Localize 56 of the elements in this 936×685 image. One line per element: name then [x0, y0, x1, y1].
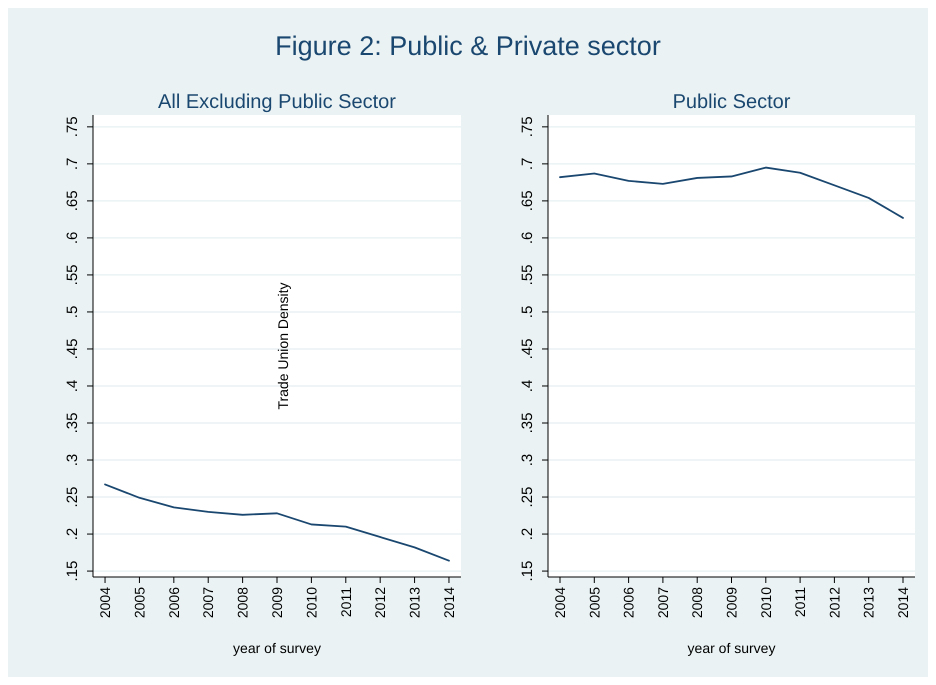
x-tick-label: 2005	[131, 586, 148, 618]
y-tick-label: .7	[519, 158, 536, 170]
y-tick-label: .35	[64, 412, 81, 434]
y-tick-label: .4	[519, 380, 536, 392]
y-tick-label: .2	[519, 528, 536, 540]
x-axis-title: year of survey	[233, 640, 321, 656]
y-tick-label: .2	[64, 528, 81, 540]
y-tick-label: .65	[519, 190, 536, 212]
x-tick-label: 2013	[860, 586, 877, 618]
x-tick-label: 2006	[620, 586, 637, 618]
y-tick-label: .3	[519, 454, 536, 466]
x-tick-label: 2004	[552, 586, 568, 618]
x-tick-label: 2007	[200, 586, 216, 618]
x-tick-label: 2012	[826, 586, 842, 618]
x-tick-label: 2010	[758, 586, 774, 618]
y-tick-label: .15	[64, 560, 81, 582]
x-tick-label: 2005	[586, 586, 602, 618]
chart-subtitle: All Excluding Public Sector	[158, 91, 396, 113]
y-tick-label: .25	[64, 486, 81, 508]
x-axis-title: year of survey	[688, 640, 776, 656]
line-series	[559, 166, 904, 219]
x-tick-label: 2009	[269, 586, 285, 618]
x-tick-label: 2009	[724, 586, 740, 618]
x-tick-label: 2010	[303, 586, 320, 618]
x-tick-label: 2008	[234, 586, 251, 618]
y-tick-label: .75	[64, 116, 81, 138]
y-tick-label: .3	[64, 454, 81, 466]
y-tick-label: .55	[519, 264, 536, 286]
y-tick-label: .75	[519, 116, 536, 138]
y-tick-label: .35	[519, 412, 536, 434]
x-tick-label: 2011	[792, 586, 808, 618]
x-tick-label: 2011	[338, 586, 354, 618]
y-tick-label: .4	[64, 380, 81, 392]
chart-title: Figure 2: Public & Private sector	[275, 31, 661, 61]
x-tick-label: 2014	[440, 586, 457, 618]
y-tick-label: .25	[519, 486, 536, 508]
x-tick-label: 2004	[97, 586, 114, 618]
x-tick-label: 2006	[166, 586, 182, 618]
x-tick-label: 2013	[406, 586, 423, 618]
x-tick-label: 2014	[894, 586, 911, 618]
x-tick-label: 2008	[689, 586, 706, 618]
line-series	[104, 484, 450, 562]
y-tick-label: .6	[519, 232, 536, 244]
y-tick-label: .7	[64, 158, 81, 170]
y-tick-label: .5	[519, 306, 536, 318]
chart-subtitle: Public Sector	[672, 91, 791, 113]
y-tick-label: .55	[64, 264, 81, 286]
y-tick-label: .65	[64, 190, 81, 212]
y-tick-label: .5	[64, 306, 81, 318]
x-tick-label: 2007	[654, 586, 671, 618]
y-tick-label: .45	[64, 338, 81, 360]
y-tick-label: .45	[519, 338, 536, 360]
y-tick-label: .6	[64, 232, 81, 244]
y-tick-label: .15	[519, 560, 536, 582]
x-tick-label: 2012	[372, 586, 388, 618]
y-axis-title: Trade Union Density	[275, 282, 291, 410]
